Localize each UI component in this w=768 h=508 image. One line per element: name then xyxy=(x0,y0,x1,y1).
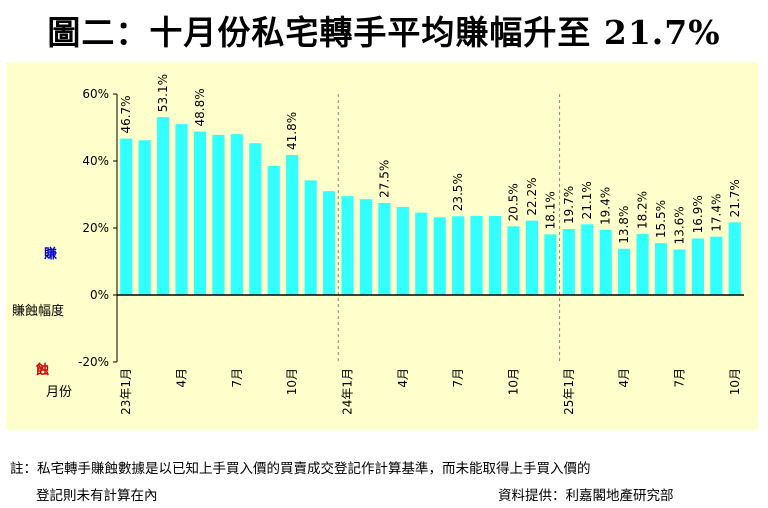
footnote-line-1: 註：私宅轉手賺蝕數據是以已知上手買入價的買賣成交登記作計算基準，而未能取得上手買… xyxy=(10,461,591,477)
data-label: 21.1% xyxy=(580,181,594,219)
bar xyxy=(378,202,391,295)
bar xyxy=(396,206,409,295)
data-label: 41.8% xyxy=(285,112,299,150)
x-tick-label: 7月 xyxy=(451,368,465,388)
bar xyxy=(507,226,520,295)
chart-title: 圖二：十月份私宅轉手平均賺幅升至 21.7% xyxy=(47,13,721,52)
bar xyxy=(654,243,668,295)
data-label: 13.6% xyxy=(672,206,686,244)
y-tick-label: 60% xyxy=(82,87,109,101)
bar xyxy=(433,217,446,295)
bar xyxy=(544,234,557,295)
bar xyxy=(157,117,170,295)
bar xyxy=(193,131,207,295)
bar xyxy=(138,140,151,295)
footnote-line-2: 登記則未有計算在內 xyxy=(36,488,158,504)
data-label: 16.9% xyxy=(691,195,705,233)
bar xyxy=(562,229,575,295)
x-tick-label: 7月 xyxy=(672,368,686,388)
bar xyxy=(691,238,704,295)
bar xyxy=(304,180,317,295)
x-tick-label: 10月 xyxy=(506,368,520,395)
chart-area: 60% 40% 20% 0% -20% 46.7% 53.1% 48.8% 41.8% 27.5%… xyxy=(6,62,758,430)
y-tick-label: 40% xyxy=(82,154,109,168)
x-tick-label: 23年1月 xyxy=(119,368,133,415)
data-label: 19.4% xyxy=(599,187,613,225)
bar xyxy=(341,196,354,295)
bar xyxy=(322,191,336,295)
bar xyxy=(175,124,188,296)
data-label: 18.1% xyxy=(543,191,557,229)
y-tick-label: 0% xyxy=(90,288,109,302)
data-label: 19.7% xyxy=(562,186,576,224)
bar xyxy=(470,215,483,295)
y-tick-label: -20% xyxy=(78,355,109,369)
x-tick-label: 10月 xyxy=(285,368,299,395)
data-label: 20.5% xyxy=(506,183,520,221)
data-label: 21.7% xyxy=(728,179,742,217)
x-tick-label: 4月 xyxy=(175,368,189,388)
data-label: 13.8% xyxy=(617,206,631,244)
x-axis-label: 月份 xyxy=(46,385,72,400)
bar xyxy=(230,134,243,295)
data-label: 23.5% xyxy=(451,173,465,211)
bar xyxy=(599,230,612,295)
data-label: 53.1% xyxy=(156,74,170,112)
bar xyxy=(636,234,649,295)
data-label: 46.7% xyxy=(119,95,133,133)
x-tick-label: 10月 xyxy=(728,368,742,395)
bar xyxy=(488,215,502,295)
bar xyxy=(581,224,594,295)
data-label: 48.8% xyxy=(193,88,207,126)
x-tick-label: 25年1月 xyxy=(562,368,576,415)
bar xyxy=(618,248,631,295)
bar xyxy=(212,134,225,295)
bar xyxy=(286,154,299,295)
data-label: 15.5% xyxy=(654,200,668,238)
bar xyxy=(249,143,262,295)
bar xyxy=(359,199,373,295)
y-axis-label: 賺蝕幅度 xyxy=(12,303,64,319)
bar xyxy=(525,220,539,295)
ylabel-gain: 賺 xyxy=(44,246,57,262)
data-label: 17.4% xyxy=(709,194,723,232)
bar xyxy=(728,222,741,295)
bar-chart: 60% 40% 20% 0% -20% 46.7% 53.1% 48.8% 41.8% 27.5%… xyxy=(6,62,758,430)
y-tick-label: 20% xyxy=(82,221,109,235)
x-tick-label: 4月 xyxy=(617,368,631,388)
ylabel-loss: 蝕 xyxy=(35,362,49,378)
data-label: 22.2% xyxy=(525,178,539,216)
data-source: 資料提供：利嘉閣地產研究部 xyxy=(498,488,674,504)
bar xyxy=(673,249,686,295)
x-tick-label: 7月 xyxy=(230,368,244,388)
data-label: 18.2% xyxy=(636,191,650,229)
x-tick-label: 4月 xyxy=(396,368,410,388)
bar xyxy=(267,166,280,295)
bar xyxy=(710,236,723,295)
data-label: 27.5% xyxy=(377,160,391,198)
bar xyxy=(452,216,465,295)
bar xyxy=(120,138,133,295)
bar xyxy=(415,212,428,295)
x-tick-label: 24年1月 xyxy=(341,368,355,415)
